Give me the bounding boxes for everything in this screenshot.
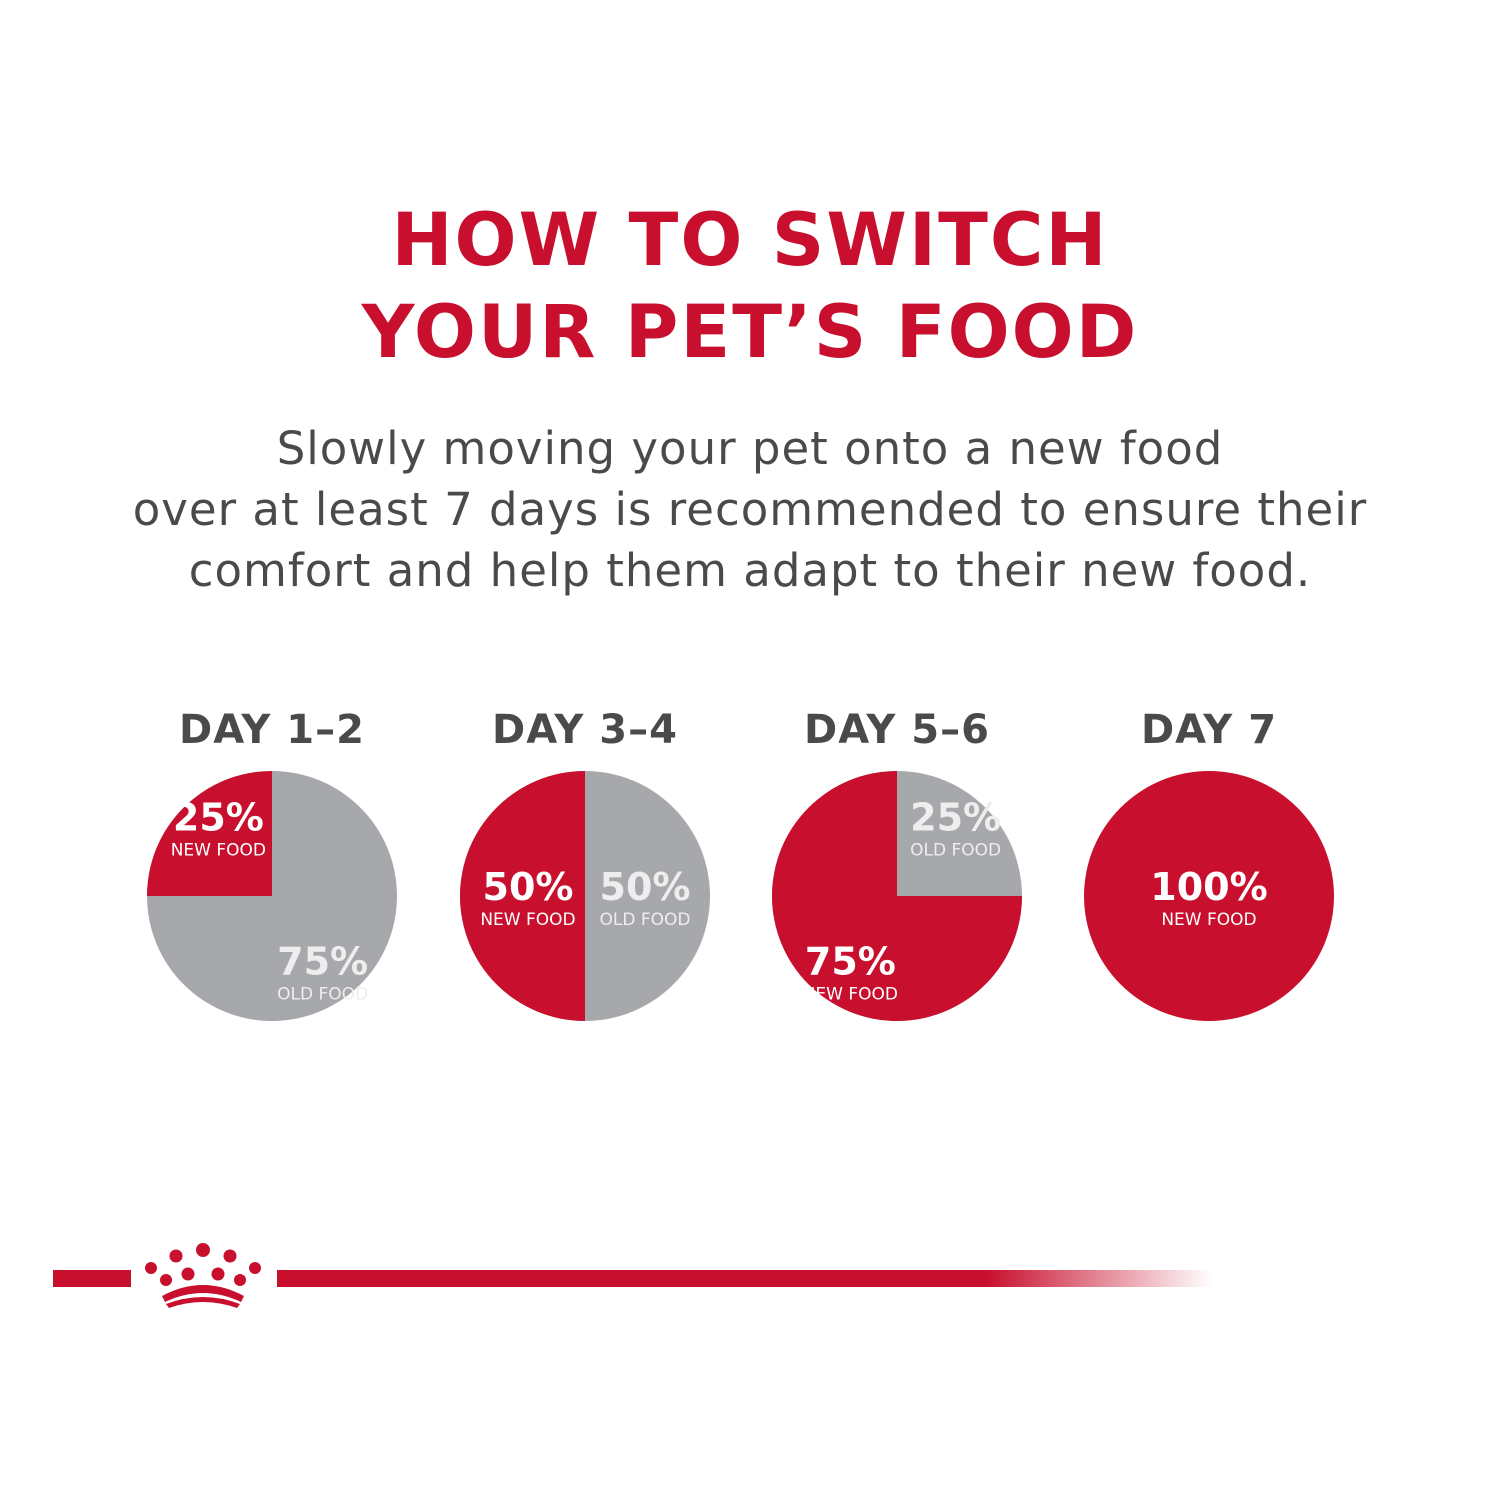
pie-chart-day-1-2: DAY 1–2 25%NEW FOOD 75%OLD FOOD <box>147 707 397 1021</box>
slice-percent: 50% <box>483 865 574 909</box>
slice-label-new-food: 100%NEW FOOD <box>1150 865 1267 930</box>
intro-line-3: comfort and help them adapt to their new… <box>188 544 1312 597</box>
intro-text: Slowly moving your pet onto a new food o… <box>0 418 1500 601</box>
slice-caption: NEW FOOD <box>1161 910 1256 930</box>
slice-percent: 25% <box>173 795 264 839</box>
intro-line-1: Slowly moving your pet onto a new food <box>276 422 1224 475</box>
slice-label-old-food: 25%OLD FOOD <box>910 795 1001 860</box>
slice-label-new-food: 75%NEW FOOD <box>803 940 898 1005</box>
pie-title: DAY 5–6 <box>804 707 990 753</box>
slice-new-food <box>147 771 272 896</box>
page-title: HOW TO SWITCH YOUR PET’S FOOD <box>0 195 1500 379</box>
slice-caption: NEW FOOD <box>171 840 266 860</box>
slice-percent: 25% <box>910 795 1001 839</box>
slice-caption: OLD FOOD <box>910 840 1001 860</box>
slice-new-food <box>1084 771 1334 1021</box>
title-line-2: YOUR PET’S FOOD <box>361 290 1139 375</box>
pie-title: DAY 3–4 <box>492 707 678 753</box>
brand-footer <box>53 1243 1212 1308</box>
pie-chart-day-7: DAY 7 100%NEW FOOD <box>1084 707 1334 1021</box>
slice-percent: 100% <box>1150 865 1267 909</box>
slice-label-new-food: 50%NEW FOOD <box>480 865 575 930</box>
slice-new-food <box>460 771 585 1021</box>
slice-caption: NEW FOOD <box>803 985 898 1005</box>
footer-rule-right <box>277 1270 1212 1287</box>
slice-caption: OLD FOOD <box>600 910 691 930</box>
pie-title: DAY 7 <box>1141 707 1277 753</box>
footer-rule-left <box>53 1270 131 1287</box>
intro-line-2: over at least 7 days is recommended to e… <box>132 483 1368 536</box>
slice-new-food <box>772 771 1022 1021</box>
slice-percent: 75% <box>805 940 896 984</box>
slice-caption: NEW FOOD <box>480 910 575 930</box>
pie-chart-day-5-6: DAY 5–6 75%NEW FOOD 25%OLD FOOD <box>772 707 1022 1021</box>
slice-label-old-food: 75%OLD FOOD <box>277 940 368 1005</box>
slice-label-new-food: 25%NEW FOOD <box>171 795 266 860</box>
slice-percent: 75% <box>277 940 368 984</box>
slice-label-old-food: 50%OLD FOOD <box>600 865 691 930</box>
title-line-1: HOW TO SWITCH <box>391 198 1109 283</box>
slice-caption: OLD FOOD <box>277 985 368 1005</box>
slice-percent: 50% <box>600 865 691 909</box>
royal-crown-icon <box>145 1243 261 1308</box>
pie-title: DAY 1–2 <box>179 707 365 753</box>
